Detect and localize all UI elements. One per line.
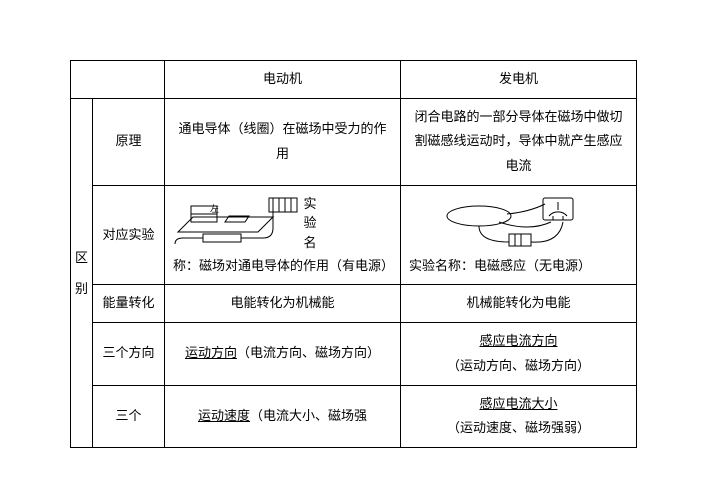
category-cell: 区 别 bbox=[71, 98, 93, 447]
motor-energy: 电能转化为机械能 bbox=[165, 285, 401, 323]
motor-dir-ul: 运动方向 bbox=[185, 345, 237, 360]
motor-mag-ul: 运动速度 bbox=[198, 408, 250, 423]
gen-dir-rest: （运动方向、磁场方向） bbox=[447, 358, 590, 373]
label-three-mag: 三个 bbox=[93, 385, 165, 447]
category-char-1: 区 bbox=[73, 242, 90, 273]
label-experiment: 对应实验 bbox=[93, 185, 165, 285]
header-row: 电动机 发电机 bbox=[71, 61, 637, 99]
motor-exp-below: 称：磁场对通电导体的作用（有电源） bbox=[173, 254, 392, 279]
svg-text:左: 左 bbox=[210, 203, 219, 214]
comparison-table: 电动机 发电机 区 别 原理 通电导体（线圈）在磁场中受力的作用 闭合电路的一部… bbox=[70, 60, 637, 448]
gen-dir-ul: 感应电流方向 bbox=[479, 333, 557, 348]
row-three-magnitudes: 三个 运动速度（电流大小、磁场强 感应电流大小 （运动速度、磁场强弱） bbox=[71, 385, 637, 447]
gen-experiment-diagram bbox=[439, 192, 599, 254]
gen-principle: 闭合电路的一部分导体在磁场中做切割磁感线运动时，导体中就产生感应电流 bbox=[401, 98, 637, 185]
motor-three-mag: 运动速度（电流大小、磁场强 bbox=[165, 385, 401, 447]
category-char-2: 别 bbox=[73, 273, 90, 304]
motor-principle: 通电导体（线圈）在磁场中受力的作用 bbox=[165, 98, 401, 185]
gen-experiment: 实验名称：电磁感应（无电源） bbox=[401, 185, 637, 285]
header-blank bbox=[71, 61, 165, 99]
row-principle: 区 别 原理 通电导体（线圈）在磁场中受力的作用 闭合电路的一部分导体在磁场中做… bbox=[71, 98, 637, 185]
motor-experiment: 左 bbox=[165, 185, 401, 285]
label-principle: 原理 bbox=[93, 98, 165, 185]
row-three-directions: 三个方向 运动方向（电流方向、磁场方向） 感应电流方向 （运动方向、磁场方向） bbox=[71, 323, 637, 385]
page: 电动机 发电机 区 别 原理 通电导体（线圈）在磁场中受力的作用 闭合电路的一部… bbox=[0, 0, 707, 500]
motor-three-dir: 运动方向（电流方向、磁场方向） bbox=[165, 323, 401, 385]
label-three-dir: 三个方向 bbox=[93, 323, 165, 385]
label-energy: 能量转化 bbox=[93, 285, 165, 323]
row-experiment: 对应实验 左 bbox=[71, 185, 637, 285]
motor-experiment-diagram: 左 bbox=[173, 192, 303, 254]
header-motor: 电动机 bbox=[165, 61, 401, 99]
motor-exp-vertical-label: 实验名 bbox=[303, 194, 317, 253]
gen-three-dir: 感应电流方向 （运动方向、磁场方向） bbox=[401, 323, 637, 385]
gen-mag-ul: 感应电流大小 bbox=[479, 396, 557, 411]
gen-mag-rest: （运动速度、磁场强弱） bbox=[447, 420, 590, 435]
header-generator: 发电机 bbox=[401, 61, 637, 99]
motor-mag-rest: （电流大小、磁场强 bbox=[250, 408, 367, 423]
gen-energy: 机械能转化为电能 bbox=[401, 285, 637, 323]
gen-three-mag: 感应电流大小 （运动速度、磁场强弱） bbox=[401, 385, 637, 447]
row-energy: 能量转化 电能转化为机械能 机械能转化为电能 bbox=[71, 285, 637, 323]
gen-exp-caption: 实验名称：电磁感应（无电源） bbox=[409, 254, 628, 279]
motor-dir-rest: （电流方向、磁场方向） bbox=[237, 345, 380, 360]
